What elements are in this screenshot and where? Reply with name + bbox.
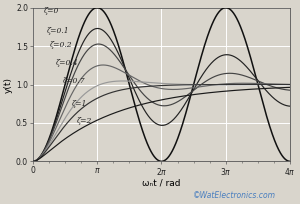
Text: ©WatElectronics.com: ©WatElectronics.com	[193, 191, 275, 200]
Text: ζ=0.2: ζ=0.2	[50, 41, 73, 49]
Text: ζ=0: ζ=0	[44, 7, 59, 15]
Text: ζ=1: ζ=1	[72, 101, 87, 109]
Text: ζ=0.7: ζ=0.7	[63, 78, 86, 85]
Text: ζ=2: ζ=2	[77, 117, 92, 125]
Text: ζ=0.1: ζ=0.1	[47, 28, 70, 35]
Y-axis label: y(t): y(t)	[4, 76, 13, 92]
X-axis label: ωₙt / rad: ωₙt / rad	[142, 178, 181, 188]
Text: ζ=0.4: ζ=0.4	[56, 59, 78, 67]
